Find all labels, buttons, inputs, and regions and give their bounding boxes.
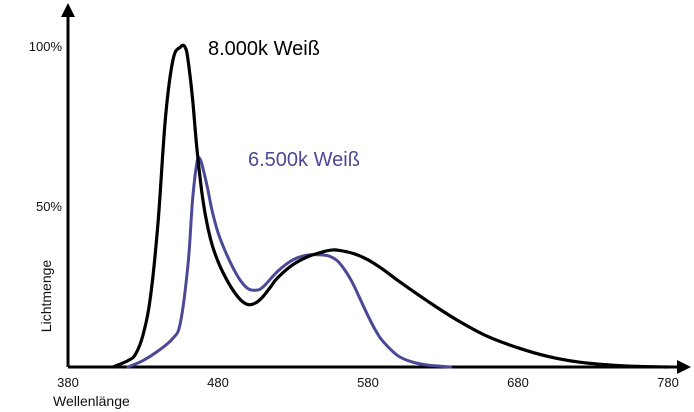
x-tick-label: 480: [207, 375, 229, 390]
series-label-6500k: 6.500k Weiß: [248, 149, 360, 171]
y-tick-label: 50%: [36, 199, 62, 214]
x-axis-title: Wellenlänge: [53, 393, 130, 409]
series-6500k-line: [126, 155, 452, 369]
x-tick-label: 380: [57, 375, 79, 390]
y-axis-title: Lichtmenge: [38, 260, 54, 333]
x-tick-label: 780: [657, 375, 679, 390]
x-tick-label: 680: [507, 375, 529, 390]
x-tick-label: 580: [357, 375, 379, 390]
series-8000k-line: [111, 43, 670, 369]
series-label-8000k: 8.000k Weiß: [208, 38, 320, 60]
y-tick-label: 100%: [29, 39, 63, 54]
